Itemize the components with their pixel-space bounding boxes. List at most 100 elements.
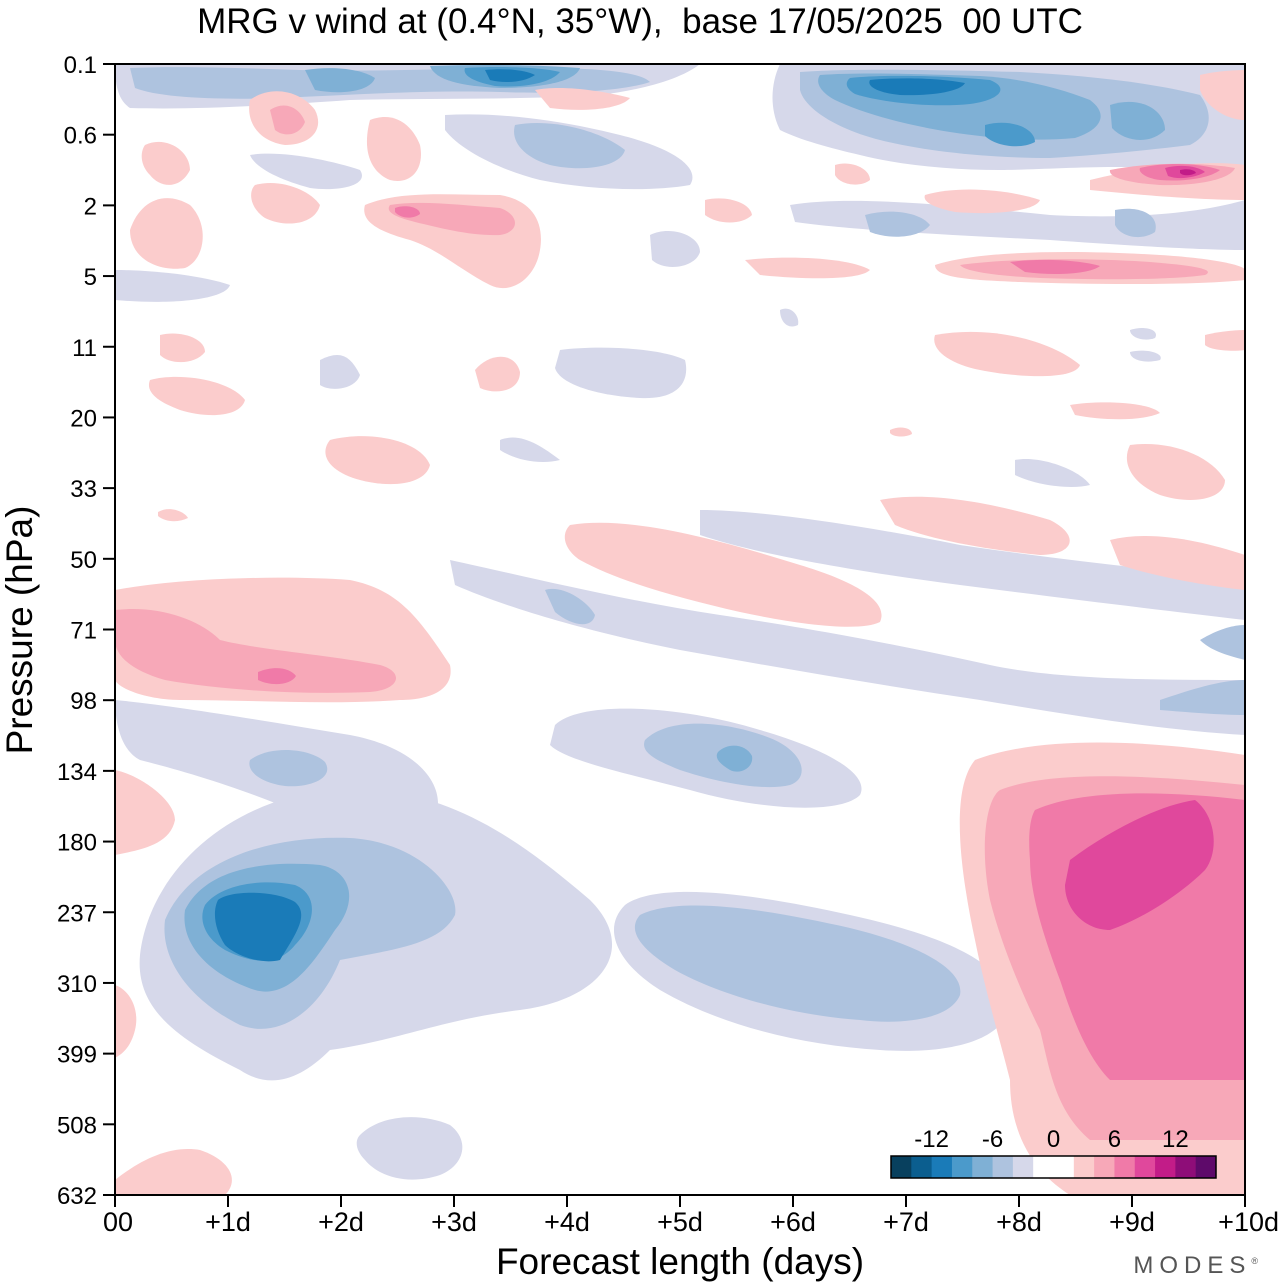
contour-region (320, 355, 360, 389)
y-axis-label: Pressure (hPa) (0, 506, 40, 755)
x-tick-label: +4d (544, 1207, 590, 1237)
contour-region (1130, 350, 1161, 362)
contour-region (564, 522, 882, 627)
colorbar-swatch (972, 1156, 994, 1178)
y-tick-label: 0.6 (64, 123, 97, 150)
registered-mark: ® (1251, 1256, 1258, 1266)
contour-region (475, 356, 520, 392)
contour-region (634, 905, 961, 1022)
colorbar-tick-label: -6 (982, 1126, 1003, 1153)
contour-region (148, 376, 245, 416)
colorbar-swatch (992, 1156, 1014, 1178)
contour-region (250, 153, 362, 190)
contour-region (158, 509, 188, 522)
contour-region (500, 437, 560, 462)
contour-region (450, 560, 1245, 735)
contour-region (1205, 330, 1245, 351)
contour-region (1115, 208, 1156, 238)
contour-region (115, 270, 230, 302)
y-tick-label: 310 (57, 971, 97, 998)
contour-region (869, 78, 965, 96)
contour-region (388, 202, 515, 236)
y-tick-label: 237 (57, 900, 97, 927)
contour-region (650, 231, 700, 267)
contour-region (1070, 402, 1160, 420)
y-tick-label: 134 (57, 759, 97, 786)
colorbar-swatch (1033, 1156, 1075, 1178)
contour-region (130, 198, 203, 269)
modes-logo-text: MODES (1133, 1252, 1252, 1279)
chart-title: MRG v wind at (0.4°N, 35°W), base 17/05/… (197, 2, 1083, 41)
y-tick-label: 180 (57, 830, 97, 857)
contour-region (1065, 800, 1214, 930)
y-axis: 0.1 0.6 2 5 11 20 33 50 71 98 134 180 237 310 399 508 63… (57, 52, 115, 1210)
contour-region (141, 141, 190, 185)
y-tick-label: 632 (57, 1183, 97, 1210)
contour-region (356, 1117, 463, 1180)
colorbar-swatch (1175, 1156, 1197, 1178)
contour-region (1110, 535, 1245, 590)
x-axis-label: Forecast length (days) (496, 1241, 864, 1282)
x-tick-label: +8d (996, 1207, 1042, 1237)
contour-region (716, 745, 753, 772)
colorbar-swatch (891, 1156, 912, 1178)
y-tick-label: 33 (70, 476, 97, 503)
contour-region (485, 69, 535, 83)
colorbar-swatch (1012, 1156, 1034, 1178)
contour-region (890, 427, 912, 437)
colorbar-swatch (1195, 1156, 1217, 1178)
contour-region (1110, 101, 1165, 140)
contour-region (258, 668, 296, 685)
contour-region (835, 163, 870, 185)
contour-region (249, 750, 328, 787)
contour-fields (115, 64, 1245, 1195)
contour-region (325, 436, 430, 485)
contour-region (865, 211, 930, 237)
x-tick-label: +7d (883, 1207, 929, 1237)
colorbar-tick-label: 6 (1108, 1126, 1121, 1153)
y-tick-label: 71 (70, 618, 97, 645)
contour-region (700, 510, 1245, 620)
y-tick-label: 20 (70, 405, 97, 432)
contour-region (270, 105, 305, 135)
colorbar-tick-label: 0 (1047, 1126, 1060, 1153)
y-tick-label: 508 (57, 1112, 97, 1139)
colorbar-swatch (1094, 1156, 1115, 1178)
contour-region (934, 331, 1080, 377)
contour-region (251, 182, 320, 224)
contour-region (985, 122, 1035, 147)
colorbar-swatch (1073, 1156, 1095, 1178)
contour-region (1200, 625, 1245, 660)
y-tick-label: 399 (57, 1042, 97, 1069)
contour-region (1015, 459, 1090, 487)
x-tick-label: 00 (103, 1207, 133, 1237)
contour-region (535, 87, 630, 110)
y-tick-label: 50 (70, 547, 97, 574)
colorbar-swatch (911, 1156, 933, 1178)
x-tick-label: +3d (431, 1207, 477, 1237)
contour-region (1010, 259, 1100, 274)
contour-region (924, 189, 1040, 214)
contour-region (780, 308, 799, 327)
y-tick-label: 11 (72, 335, 97, 362)
contour-region (1126, 444, 1225, 500)
contour-region (395, 206, 420, 218)
x-tick-label: +2d (318, 1207, 364, 1237)
contour-region (115, 1149, 232, 1195)
contour-region (214, 892, 302, 962)
colorbar-swatch (1155, 1156, 1176, 1178)
y-tick-label: 0.1 (64, 52, 97, 79)
contour-region (115, 609, 397, 693)
contour-region (160, 333, 205, 363)
colorbar-swatch (1134, 1156, 1156, 1178)
y-tick-label: 5 (84, 264, 97, 291)
contour-region (366, 117, 421, 181)
colorbar-frame (890, 1155, 1217, 1179)
x-tick-label: +6d (770, 1207, 816, 1237)
contour-region (1160, 680, 1245, 715)
contour-region (705, 198, 752, 223)
contour-region (790, 200, 1245, 250)
colorbar-swatch (931, 1156, 953, 1178)
contour-region (115, 770, 175, 855)
